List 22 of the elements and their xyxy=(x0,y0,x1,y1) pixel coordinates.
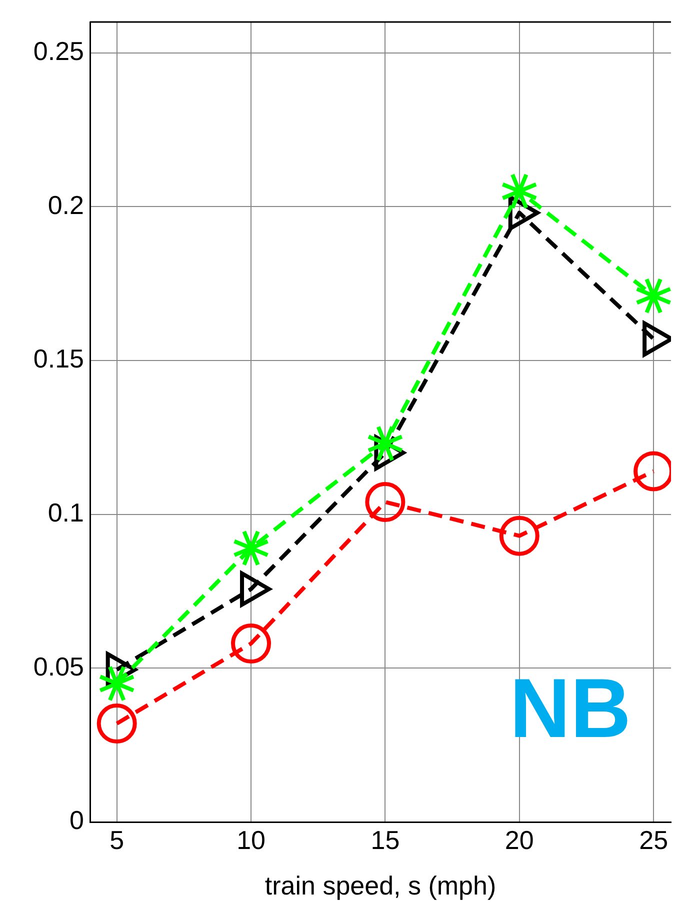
point xyxy=(231,624,272,664)
y-tick-label: 0.25 xyxy=(33,36,84,66)
y-tick-label: 0.05 xyxy=(33,651,84,682)
y-tick-label: 0 xyxy=(70,805,84,836)
point xyxy=(98,664,136,702)
y-tick-label: 0.15 xyxy=(33,344,84,374)
point xyxy=(500,172,538,210)
point xyxy=(232,530,270,567)
y-tick-label: 0.2 xyxy=(48,190,84,220)
annotation: NB xyxy=(510,661,631,756)
x-tick-label: 5 xyxy=(110,824,124,855)
x-tick-label: 25 xyxy=(639,824,668,855)
x-axis-title: train speed, s (mph) xyxy=(264,870,496,901)
x-tick-label: 20 xyxy=(504,824,534,855)
point xyxy=(499,516,540,556)
point xyxy=(366,424,404,462)
point xyxy=(634,277,671,314)
point xyxy=(365,482,406,522)
point xyxy=(96,704,137,744)
x-tick-label: 10 xyxy=(236,824,266,855)
x-tick-label: 15 xyxy=(370,824,400,855)
y-tick-label: 0.1 xyxy=(48,497,84,528)
